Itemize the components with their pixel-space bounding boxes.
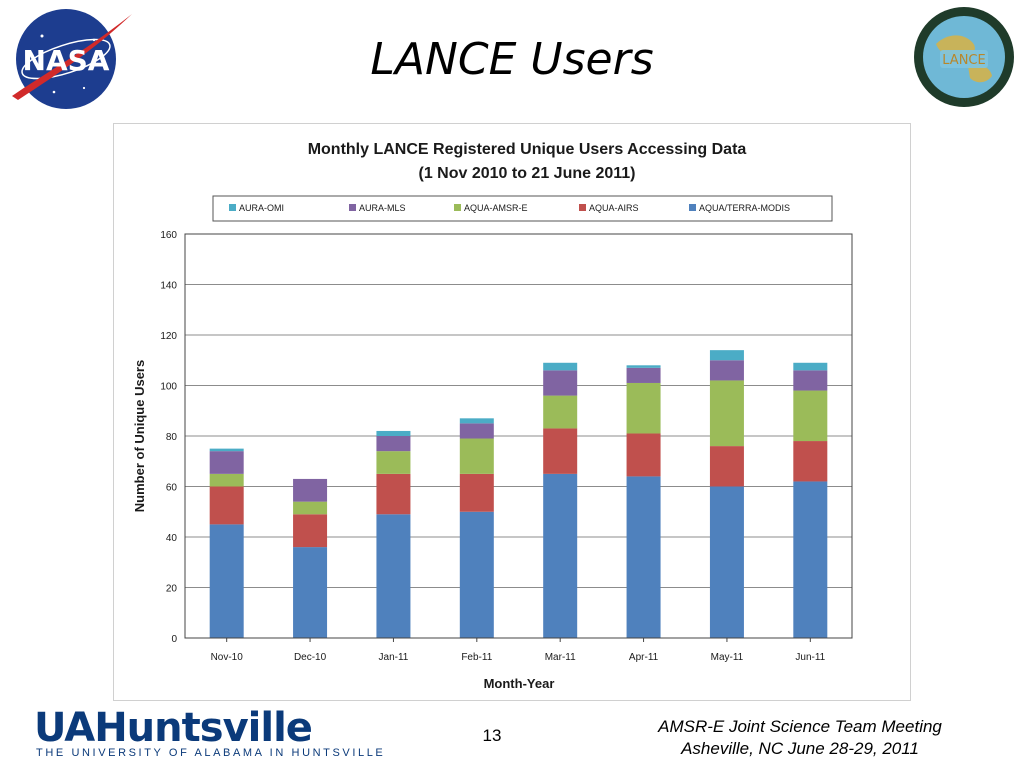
bar-segment — [793, 370, 828, 391]
plot-area-border — [184, 233, 853, 639]
y-tick-label: 100 — [160, 382, 177, 393]
footer-line-1: AMSR-E Joint Science Team Meeting — [658, 717, 942, 736]
y-axis-title: Number of Unique Users — [132, 360, 147, 512]
bar-segment — [376, 514, 411, 638]
nasa-logo-text: NASA — [23, 44, 110, 77]
y-tick-label: 60 — [166, 483, 178, 494]
bar-segment — [543, 428, 578, 474]
page-number: 13 — [482, 726, 502, 745]
bar-segment — [709, 486, 744, 638]
legend-swatch — [579, 204, 586, 211]
ua-logo-main-text: UAHuntsville — [34, 705, 313, 751]
footer-line-2: Asheville, NC June 28-29, 2011 — [681, 739, 919, 758]
bar-segment — [543, 362, 578, 371]
bar-segment — [459, 511, 494, 638]
bar-segment — [459, 438, 494, 474]
bar-segment — [293, 478, 328, 502]
bar-segment — [459, 418, 494, 424]
x-tick-label: Mar-11 — [545, 652, 576, 663]
bar-segment — [209, 524, 244, 638]
bar-segment — [543, 395, 578, 429]
bar-segment — [459, 473, 494, 512]
bar-segment — [709, 446, 744, 487]
bar-segment — [209, 448, 244, 452]
legend-swatch — [349, 204, 356, 211]
bar-segment — [626, 365, 661, 368]
lance-logo: LANCE — [910, 4, 1018, 110]
y-tick-label: 40 — [166, 533, 178, 544]
bar-segment — [376, 473, 411, 515]
bar-segment — [626, 433, 661, 477]
bar-segment — [626, 382, 661, 434]
bar-segment — [459, 423, 494, 439]
chart: Monthly LANCE Registered Unique Users Ac… — [132, 141, 853, 691]
y-tick-label: 0 — [171, 634, 177, 645]
nasa-swoosh — [12, 14, 132, 100]
bar-segment — [209, 451, 244, 474]
bar-segment — [793, 441, 828, 482]
legend-swatch — [454, 204, 461, 211]
x-tick-label: Dec-10 — [294, 652, 327, 663]
x-axis-title: Month-Year — [484, 676, 555, 691]
bar-segment — [376, 436, 411, 452]
chart-subtitle: (1 Nov 2010 to 21 June 2011) — [419, 165, 636, 182]
bar-segment — [709, 380, 744, 447]
chart-frame: Monthly LANCE Registered Unique Users Ac… — [113, 123, 911, 701]
chart-legend — [212, 195, 833, 222]
bar-segment — [376, 451, 411, 474]
y-tick-label: 20 — [166, 584, 178, 595]
bar-segment — [793, 390, 828, 442]
legend-label: AQUA-AMSR-E — [464, 203, 528, 213]
bar-segment — [293, 547, 328, 638]
bar-segment — [293, 501, 328, 515]
x-tick-label: Nov-10 — [211, 652, 244, 663]
x-tick-label: Jun-11 — [795, 652, 825, 663]
bar-segment — [793, 481, 828, 638]
bar-segment — [626, 476, 661, 638]
x-tick-label: Jan-11 — [379, 652, 409, 663]
bar-segment — [209, 473, 244, 487]
ua-huntsville-logo: UAHuntsville THE UNIVERSITY OF ALABAMA I… — [34, 705, 383, 762]
x-tick-label: May-11 — [711, 652, 744, 663]
y-tick-label: 140 — [160, 281, 177, 292]
lance-logo-text: LANCE — [942, 53, 985, 68]
bar-segment — [626, 367, 661, 383]
bar-segment — [209, 486, 244, 525]
bar-segment — [709, 360, 744, 381]
chart-title: Monthly LANCE Registered Unique Users Ac… — [308, 141, 747, 158]
bar-segment — [376, 430, 411, 436]
footer-meeting-info: AMSR-E Joint Science Team Meeting Ashevi… — [610, 716, 990, 760]
legend-swatch — [229, 204, 236, 211]
nasa-logo: NASA — [4, 4, 134, 110]
x-tick-label: Feb-11 — [461, 652, 492, 663]
bar-segment — [709, 350, 744, 361]
bar-segment — [293, 514, 328, 548]
bar-segment — [543, 370, 578, 396]
y-tick-label: 120 — [160, 331, 177, 342]
legend-label: AQUA-AIRS — [589, 203, 639, 213]
x-tick-label: Apr-11 — [629, 652, 659, 663]
slide-title: LANCE Users — [370, 34, 654, 85]
y-tick-label: 160 — [160, 230, 177, 241]
legend-label: AQUA/TERRA-MODIS — [699, 203, 790, 213]
legend-label: AURA-OMI — [239, 203, 284, 213]
legend-label: AURA-MLS — [359, 203, 406, 213]
y-tick-label: 80 — [166, 432, 178, 443]
bar-segment — [793, 362, 828, 371]
bar-segment — [543, 473, 578, 638]
ua-logo-sub-text: THE UNIVERSITY OF ALABAMA IN HUNTSVILLE — [36, 747, 386, 759]
legend-swatch — [689, 204, 696, 211]
